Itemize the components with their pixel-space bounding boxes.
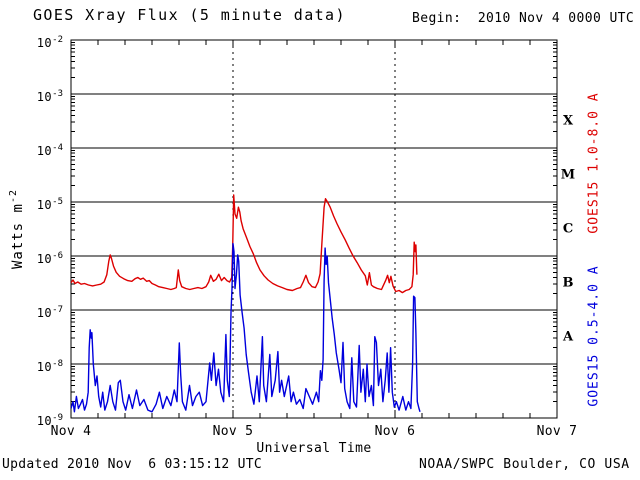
flare-class-letter-x: X	[562, 113, 574, 129]
page-title: GOES Xray Flux (5 minute data)	[33, 6, 346, 24]
x-tick-label: Nov 4	[50, 424, 92, 439]
y-tick-label: 10-5	[36, 197, 63, 212]
y-tick-label: 10-8	[36, 359, 63, 374]
long-channel-flux-line	[71, 194, 418, 294]
short-channel-flux-line	[71, 242, 421, 413]
source-attribution: NOAA/SWPC Boulder, CO USA	[419, 457, 630, 472]
y-tick-label: 10-2	[36, 35, 63, 50]
updated-timestamp: Updated 2010 Nov 6 03:15:12 UTC	[2, 457, 263, 472]
legend-long-channel: GOES15 1.0-8.0 A	[586, 92, 602, 234]
legend-short-channel: GOES15 0.5-4.0 A	[586, 265, 602, 407]
flare-class-letter-a: A	[562, 329, 574, 345]
x-tick-label: Nov 7	[536, 424, 578, 439]
flare-class-letter-b: B	[562, 275, 574, 291]
begin-timestamp: Begin: 2010 Nov 4 0000 UTC	[412, 11, 635, 26]
y-tick-label: 10-9	[36, 413, 63, 428]
y-tick-label: 10-4	[36, 143, 63, 158]
y-tick-label: 10-3	[36, 89, 63, 104]
x-tick-label: Nov 5	[212, 424, 254, 439]
x-tick-label: Nov 6	[374, 424, 416, 439]
y-tick-label: 10-6	[36, 251, 63, 266]
flare-class-letter-m: M	[560, 167, 576, 183]
x-axis-title: Universal Time	[256, 441, 372, 456]
y-tick-label: 10-7	[36, 305, 63, 320]
flare-class-letter-c: C	[562, 221, 574, 237]
